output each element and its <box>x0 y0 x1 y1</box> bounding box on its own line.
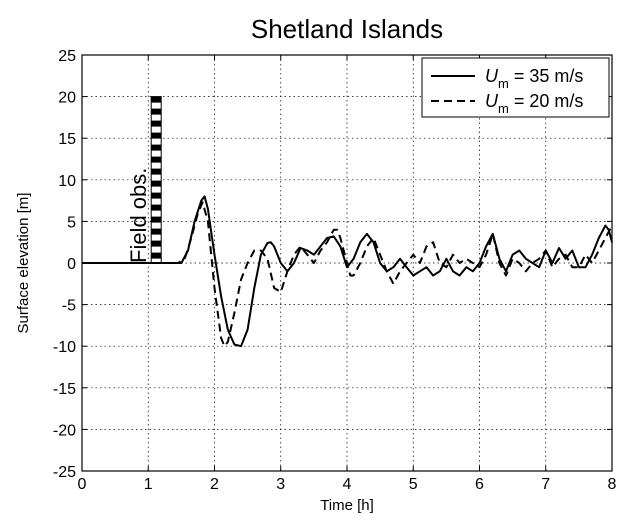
y-tick-labels: 25 20 15 10 5 0 -5 -10 -15 -20 -25 <box>53 48 76 481</box>
legend-label-2: Um = 20 m/s <box>485 91 583 116</box>
x-tick-label: 5 <box>409 476 418 493</box>
field-obs-annotation: Field obs. <box>126 96 162 264</box>
field-obs-label: Field obs. <box>126 168 151 263</box>
legend-label-1: Um = 35 m/s <box>485 66 583 91</box>
legend-label-rest: = 35 m/s <box>509 66 584 86</box>
series-group <box>82 195 613 348</box>
field-obs-bar-segment <box>151 192 162 199</box>
field-obs-bar-segment <box>151 108 162 115</box>
y-axis-label: Surface elevation [m] <box>15 193 32 334</box>
field-obs-bar-segment <box>151 180 162 187</box>
field-obs-bar-segment <box>151 156 162 163</box>
x-tick-label: 0 <box>78 476 87 493</box>
field-obs-bar-segment <box>151 96 162 103</box>
field-obs-bar-segment <box>151 168 162 175</box>
y-tick-label: 15 <box>58 131 76 148</box>
y-tick-label: 25 <box>58 48 76 65</box>
field-obs-bar-segment <box>151 204 162 211</box>
field-obs-bar-segment <box>151 120 162 127</box>
y-tick-label: -15 <box>53 381 76 398</box>
legend-box <box>421 57 610 118</box>
field-obs-bar-segment <box>151 216 162 223</box>
y-tick-label: 0 <box>67 256 76 273</box>
x-tick-label: 1 <box>144 476 153 493</box>
x-tick-label: 3 <box>276 476 285 493</box>
legend-label-sub: m <box>498 101 509 116</box>
y-tick-label: 20 <box>58 90 76 107</box>
x-tick-label: 4 <box>343 476 352 493</box>
y-tick-label: -5 <box>62 298 76 315</box>
plot-border <box>81 54 613 472</box>
field-obs-bar-segment <box>151 240 162 247</box>
x-tick-label: 2 <box>210 476 219 493</box>
legend-label-main: U <box>485 66 499 86</box>
x-axis-label: Time [h] <box>320 497 374 514</box>
legend-label-rest: = 20 m/s <box>509 91 584 111</box>
x-tick-label: 6 <box>475 476 484 493</box>
legend-label-main: U <box>485 91 499 111</box>
x-tick-labels: 0 1 2 3 4 5 6 7 8 <box>78 476 617 493</box>
series-line-2 <box>82 201 613 348</box>
y-tick-label: 10 <box>58 173 76 190</box>
y-tick-label: 5 <box>67 214 76 231</box>
legend: Um = 35 m/sUm = 20 m/s <box>421 57 610 118</box>
x-tick-label: 7 <box>541 476 550 493</box>
field-obs-bar-segment <box>151 132 162 139</box>
y-tick-label: -25 <box>53 464 76 481</box>
field-obs-bar-segment <box>151 144 162 151</box>
legend-label-sub: m <box>498 76 509 91</box>
x-tick-label: 8 <box>608 476 617 493</box>
y-tick-label: -10 <box>53 339 76 356</box>
series-line-1 <box>82 195 613 348</box>
y-tick-label: -20 <box>53 422 76 439</box>
field-obs-bar-segment <box>151 252 162 259</box>
chart-title: Shetland Islands <box>251 14 443 44</box>
field-obs-bar-segment <box>151 228 162 235</box>
